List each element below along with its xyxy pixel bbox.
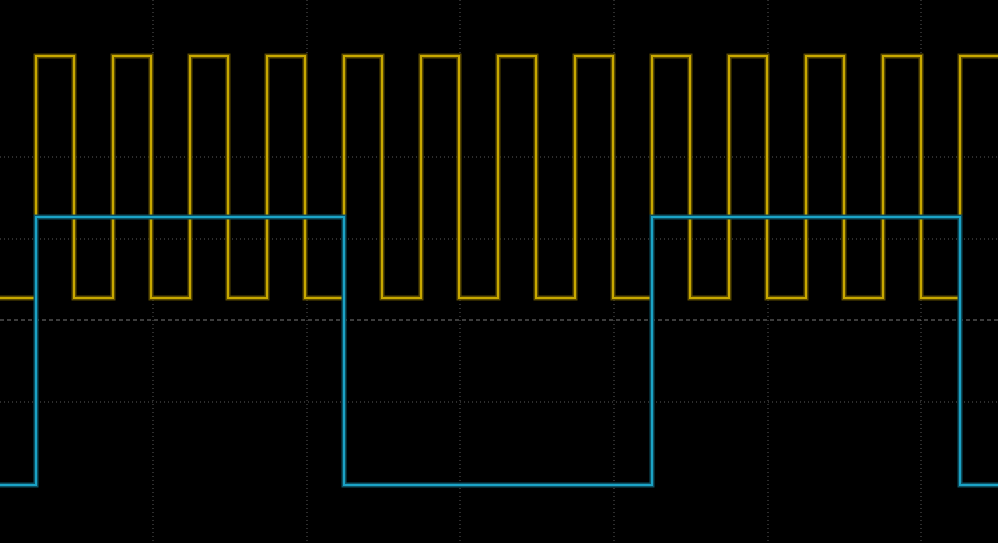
channel-2-trace: [0, 216, 998, 486]
traces: [0, 53, 998, 488]
channel-1-trace: [0, 55, 998, 299]
